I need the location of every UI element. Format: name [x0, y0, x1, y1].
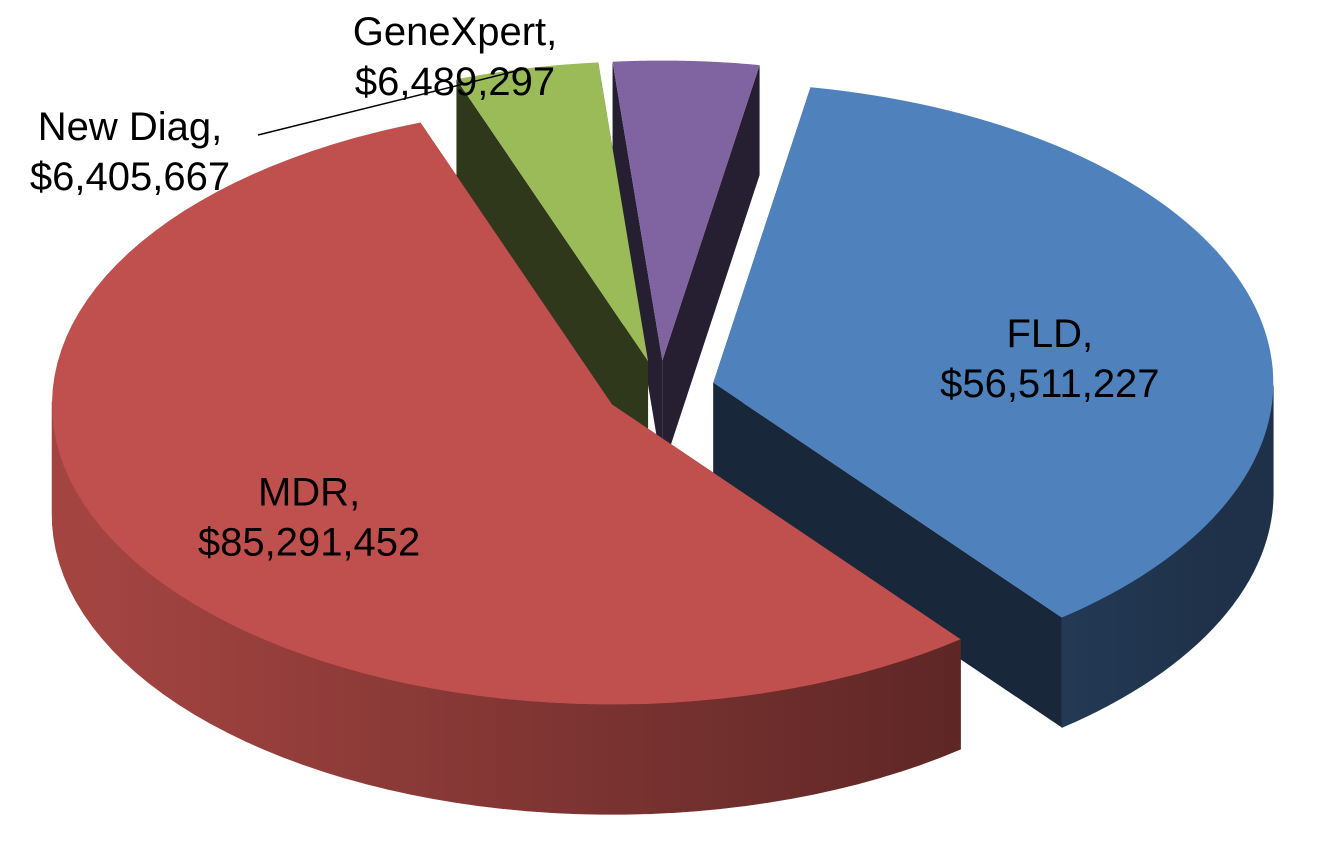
category-label: FLD, — [1006, 312, 1093, 356]
slice-cut-face — [456, 79, 649, 472]
value-label: $6,489,297 — [355, 60, 555, 104]
slice-side — [51, 401, 961, 815]
category-label: GeneXpert, — [353, 10, 558, 54]
slice-cut-face — [662, 65, 760, 471]
slice-top — [456, 62, 649, 362]
leader-line — [257, 67, 527, 136]
slice-side — [1061, 385, 1274, 729]
slice-cut-face — [713, 382, 1062, 728]
category-label: New Diag, — [38, 105, 223, 149]
slice — [456, 62, 649, 472]
value-label: $56,511,227 — [940, 362, 1159, 406]
slice-top — [52, 122, 961, 705]
slice — [713, 87, 1274, 729]
category-label: MDR, — [258, 470, 360, 514]
slice — [51, 122, 961, 815]
slice-cut-face — [612, 61, 663, 471]
data-label: GeneXpert, $6,489,297 — [353, 10, 558, 104]
value-label: $85,291,452 — [198, 520, 420, 564]
data-label: FLD, $56,511,227 — [940, 312, 1159, 406]
slice-top — [612, 60, 760, 361]
data-label: MDR, $85,291,452 — [198, 470, 420, 564]
slice — [612, 60, 760, 471]
value-label: $6,405,667 — [30, 155, 230, 199]
data-label: New Diag, $6,405,667 — [30, 105, 230, 199]
slice-top — [713, 87, 1274, 618]
